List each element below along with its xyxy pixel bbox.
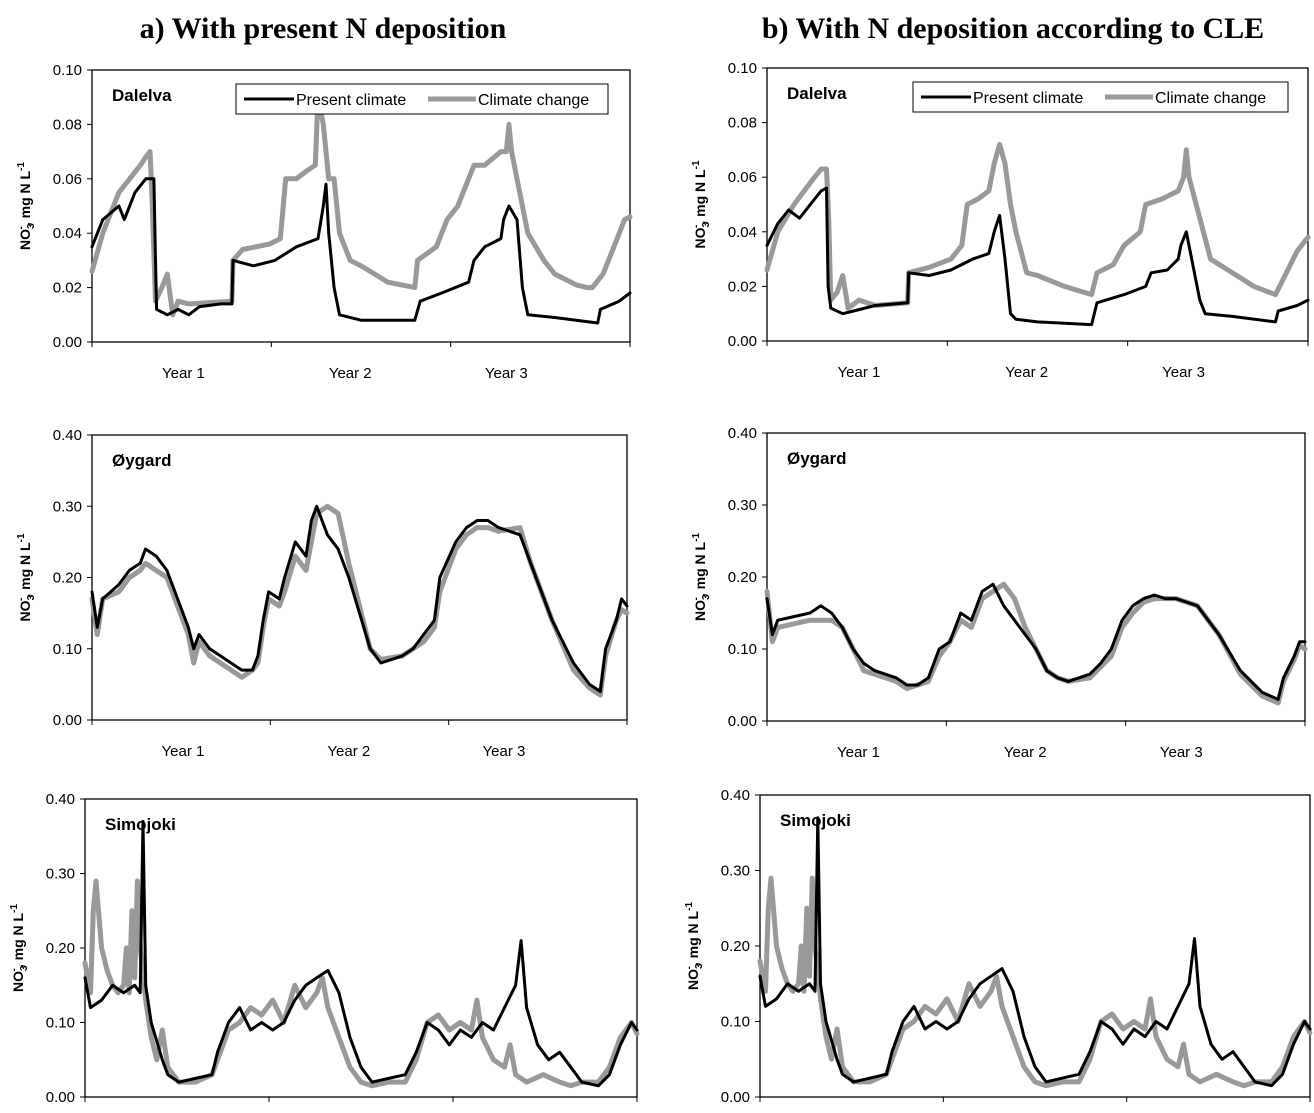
x-category-label: Year 3 [485,365,528,382]
y-tick-label: 0.00 [728,333,757,350]
series-present-climate [758,816,1312,1088]
series-climate-change [757,875,1313,1089]
legend: Present climate Climate change [912,81,1289,113]
y-tick-label: 0.06 [53,171,82,188]
legend-label-present: Present climate [973,90,1083,107]
plot-frame [91,69,631,343]
y-tick-label: 0.40 [46,791,75,808]
x-category-label: Year 3 [1160,744,1203,761]
site-label: Simojoki [780,811,851,830]
y-tick-label: 0.00 [53,334,82,351]
y-axis-label: NO3-, mg N L-1 [16,162,37,250]
y-axis-label: NO3-, mg N L-1 [16,533,37,621]
y-tick-label: 0.04 [53,225,82,242]
panel-øygard-b: 0.00 0.10 0.20 0.30 0.40 Year 1 Year 2 Year 3 NO… [691,425,1308,761]
legend: Present climate Climate change [235,83,609,115]
y-tick-label: 0.00 [728,713,757,730]
x-category-label: Year 3 [1162,364,1205,381]
x-category-label: Year 2 [327,743,370,760]
legend-label-change: Climate change [478,92,589,109]
series-present-climate [765,582,1307,701]
y-tick-label: 0.06 [728,169,757,186]
plot-frame [766,67,1309,342]
column-title-b: b) With N deposition according to CLE [762,12,1264,45]
y-tick-label: 0.40 [53,427,82,444]
legend-box [912,81,1289,113]
y-axis-label: NO3-, mg N L-1 [691,533,712,621]
series-climate-change [764,141,1311,311]
y-tick-label: 0.00 [721,1089,750,1106]
series-climate-change [82,878,640,1089]
y-axis-label: NO3-, mg N L-1 [691,160,712,248]
y-tick-label: 0.02 [53,280,82,297]
y-tick-label: 0.08 [728,115,757,132]
y-tick-label: 0.02 [728,278,757,295]
plot-frame [91,434,628,721]
y-tick-label: 0.10 [53,62,82,79]
y-tick-label: 0.20 [728,569,757,586]
y-axis-label: NO3-, mg N L-1 [684,902,705,990]
plot-frame [84,798,638,1098]
x-category-label: Year 1 [162,365,205,382]
x-category-label: Year 2 [1005,364,1048,381]
y-tick-label: 0.10 [721,1014,750,1031]
site-label: Dalelva [112,86,172,105]
series-climate-change [89,503,630,698]
panels: 0.00 0.02 0.04 0.06 0.08 0.10 Year 1 Year 2 Year… [9,60,1313,1106]
x-category-label: Year 2 [1004,744,1047,761]
y-tick-label: 0.20 [721,938,750,955]
y-tick-label: 0.30 [46,866,75,883]
site-label: Dalelva [787,84,847,103]
y-tick-label: 0.10 [46,1015,75,1032]
y-tick-label: 0.10 [53,641,82,658]
y-tick-label: 0.30 [53,498,82,515]
x-category-label: Year 1 [838,364,881,381]
x-category-label: Year 3 [483,743,526,760]
y-tick-label: 0.40 [721,787,750,804]
y-tick-label: 0.10 [728,60,757,77]
y-tick-label: 0.20 [53,570,82,587]
legend-label-change: Climate change [1155,90,1266,107]
y-tick-label: 0.00 [46,1089,75,1106]
y-tick-label: 0.10 [728,641,757,658]
legend-label-present: Present climate [296,92,406,109]
plot-frame [759,794,1311,1098]
x-category-label: Year 1 [162,743,205,760]
column-title-a: a) With present N deposition [140,12,507,45]
y-tick-label: 0.04 [728,224,757,241]
y-axis-label: NO3-, mg N L-1 [9,904,30,992]
y-tick-label: 0.40 [728,425,757,442]
y-tick-label: 0.20 [46,940,75,957]
series-present-climate [90,504,629,693]
site-label: Øygard [112,451,172,470]
site-label: Øygard [787,449,847,468]
legend-box [235,83,609,115]
y-tick-label: 0.08 [53,116,82,133]
panel-dalelva-b: 0.00 0.02 0.04 0.06 0.08 0.10 Year 1 Year 2 Year… [691,60,1311,381]
y-tick-label: 0.30 [721,863,750,880]
y-tick-label: 0.00 [53,712,82,729]
series-climate-change [89,94,633,318]
x-category-label: Year 2 [329,365,372,382]
series-present-climate [765,186,1310,327]
series-present-climate [90,177,632,325]
series-present-climate [83,819,639,1088]
plot-frame [766,432,1306,722]
site-label: Simojoki [105,815,176,834]
panel-øygard-a: 0.00 0.10 0.20 0.30 0.40 Year 1 Year 2 Year 3 NO… [16,427,630,760]
x-category-label: Year 1 [837,744,880,761]
y-tick-label: 0.30 [728,497,757,514]
panel-dalelva-a: 0.00 0.02 0.04 0.06 0.08 0.10 Year 1 Year 2 Year… [16,62,633,382]
